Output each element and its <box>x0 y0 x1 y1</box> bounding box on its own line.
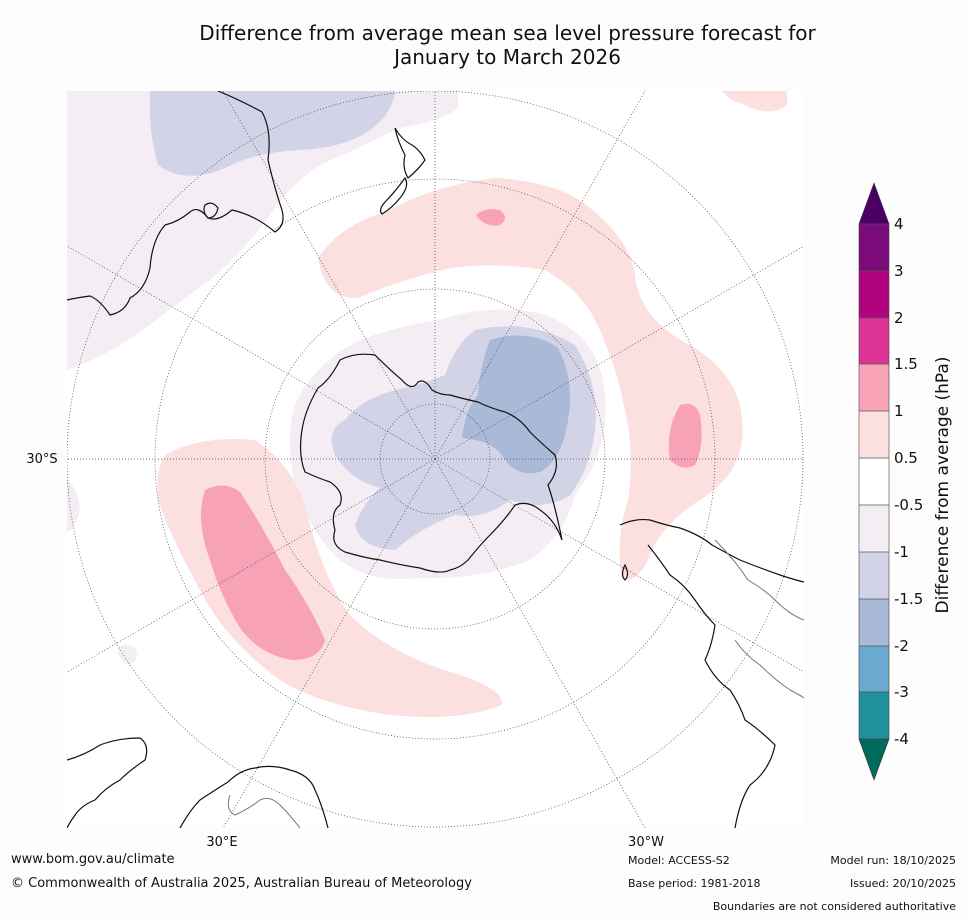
colorbar-swatch-m1-5-m1 <box>859 552 889 599</box>
colorbar-swatch-neutral <box>859 458 889 505</box>
meridian-120w <box>434 245 804 460</box>
coast-south-america <box>619 518 804 583</box>
colorbar-tick: -3 <box>894 683 909 701</box>
colorbar-over-triangle <box>858 182 890 225</box>
meridian-60e <box>67 458 436 673</box>
meridian-30e <box>222 458 436 828</box>
colorbar-under-triangle <box>858 738 890 781</box>
graticule-ring-30 <box>67 91 804 828</box>
colorbar-tick: 3 <box>894 262 904 280</box>
region-pos-arc-blob <box>476 209 505 226</box>
coast-australia <box>67 91 284 316</box>
coast-south-america-2 <box>647 544 776 828</box>
colorbar-tick: 4 <box>894 215 904 233</box>
colorbar-swatch-1-5-2 <box>859 318 889 364</box>
borders <box>227 539 804 828</box>
footer-website[interactable]: www.bom.gov.au/climate <box>11 852 175 867</box>
coast-africa-left <box>67 737 148 828</box>
colorbar-outline <box>858 223 890 740</box>
colorbar-tick: -1.5 <box>894 590 923 608</box>
colorbar-swatch-m4-m3 <box>859 692 889 739</box>
footer-model: Model: ACCESS-S2 <box>628 854 730 867</box>
colorbar-swatch-1-1-5 <box>859 364 889 411</box>
border-south-america <box>714 539 804 621</box>
footer-copyright: © Commonwealth of Australia 2025, Austra… <box>11 876 472 891</box>
meridian-60w <box>434 458 804 673</box>
colorbar-tick: 2 <box>894 309 904 327</box>
region-neg-antarctic-deep <box>462 335 571 474</box>
region-neg-small-patch <box>118 644 137 665</box>
label-lon-30w: 30°W <box>628 835 664 850</box>
footer-issued: Issued: 20/10/2025 <box>849 877 956 890</box>
coast-antarctica <box>299 353 563 573</box>
region-pos-atlantic-blob <box>668 403 702 468</box>
footer-disclaimer: Boundaries are not considered authoritat… <box>712 900 956 913</box>
colorbar-swatch-3-4 <box>859 224 889 271</box>
colorbar-swatch-2-3 <box>859 271 889 318</box>
colorbar-dividers <box>859 223 889 740</box>
graticule <box>67 91 804 828</box>
coast-islands <box>621 563 629 581</box>
footer-base-period: Base period: 1981-2018 <box>628 877 761 890</box>
colorbar: 4 3 2 1.5 1 0.5 -0.5 -1 -1.5 -2 -3 -4 Di… <box>858 182 953 781</box>
colorbar-label: Difference from average (hPa) <box>933 357 953 614</box>
coast-nz-south <box>379 176 408 215</box>
region-neg-small-left <box>67 478 80 532</box>
border-africa <box>227 794 301 828</box>
colorbar-tick: 0.5 <box>894 449 918 467</box>
title-line-2: January to March 2026 <box>394 45 621 69</box>
label-lat-30s: 30°S <box>26 452 57 467</box>
footer-model-run: Model run: 18/10/2025 <box>830 854 956 867</box>
colorbar-tick: 1 <box>894 402 904 420</box>
map-frame <box>67 91 804 828</box>
colorbar-swatch-0-5-1 <box>859 411 889 458</box>
meridian-120e <box>67 245 436 460</box>
coast-tasmania <box>203 202 219 219</box>
region-pos-pacific-arc <box>318 178 743 580</box>
colorbar-swatch-m2-m1-5 <box>859 599 889 646</box>
colorbar-tick: 1.5 <box>894 355 918 373</box>
colorbar-tick: -2 <box>894 637 909 655</box>
region-pos-top-right <box>722 91 787 112</box>
title-line-1: Difference from average mean sea level p… <box>199 21 816 45</box>
coastlines <box>67 91 804 828</box>
label-lon-30e: 30°E <box>206 835 237 850</box>
colorbar-swatch-m3-m2 <box>859 646 889 692</box>
region-pos-indian-core <box>201 485 325 660</box>
colorbar-tick: -0.5 <box>894 496 923 514</box>
region-neg-australia-deeper <box>149 91 395 176</box>
colorbar-tick-labels: 4 3 2 1.5 1 0.5 -0.5 -1 -1.5 -2 -3 -4 <box>894 215 923 748</box>
colorbar-swatch-m1-m0-5 <box>859 505 889 552</box>
graticule-ring-60 <box>264 288 606 630</box>
colorbar-tick: -4 <box>894 730 909 748</box>
border-south-america-2 <box>734 639 804 699</box>
coast-africa-bottom <box>179 765 329 828</box>
colorbar-tick: -1 <box>894 543 909 561</box>
coast-nz-north <box>394 127 426 179</box>
chart-title: Difference from average mean sea level p… <box>140 21 875 69</box>
